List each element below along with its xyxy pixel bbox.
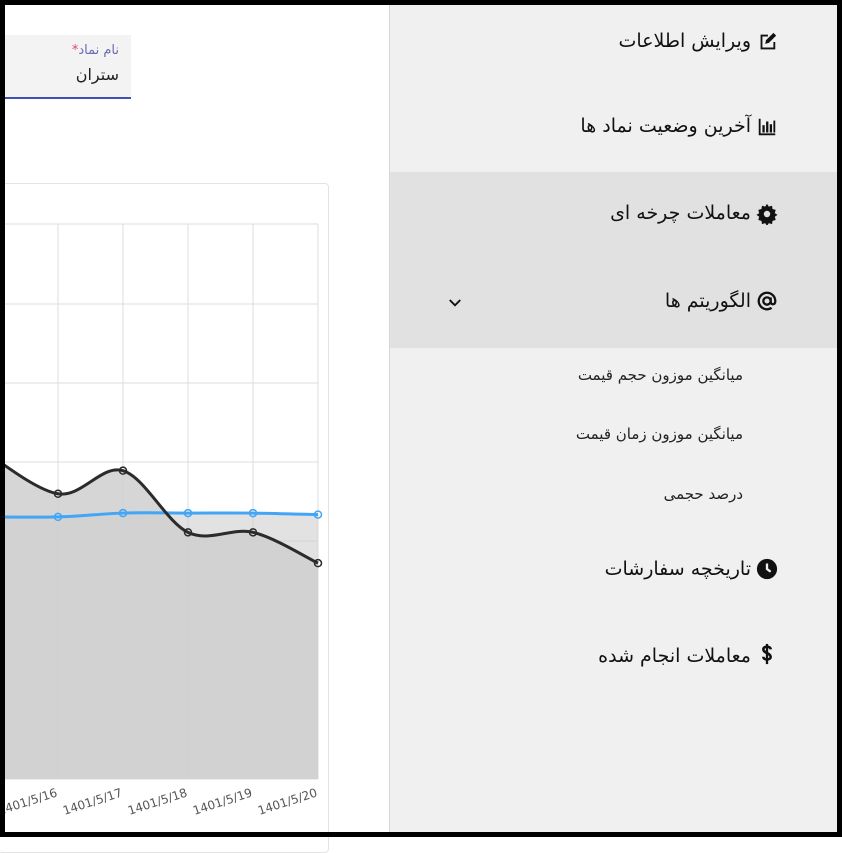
sidebar-item-label: آخرین وضعیت نماد ها — [580, 115, 751, 137]
symbol-field-value[interactable]: ستران — [75, 65, 119, 84]
sidebar-item-cyclic-trades[interactable]: معاملات چرخه ای — [390, 172, 842, 258]
price-point — [183, 528, 193, 537]
sidebar-item-label: معاملات چرخه ای — [610, 202, 751, 224]
sidebar-item-order-history[interactable]: تاریخچه سفارشات — [390, 526, 842, 612]
average-point — [53, 512, 63, 522]
dollar-icon — [756, 643, 778, 665]
average-line — [0, 511, 319, 519]
x-tick-label: 1401/5/18 — [126, 786, 189, 818]
price-point — [313, 558, 323, 568]
symbol-field-label: نام نماد* — [68, 43, 119, 58]
sidebar-item-label: الگوریتم ها — [664, 290, 751, 312]
price-point — [248, 528, 258, 537]
gear-icon — [756, 203, 778, 225]
field-label-text: نام نماد — [78, 43, 119, 58]
x-tick-label: 1401/5/20 — [256, 786, 319, 818]
clock-icon — [756, 558, 778, 580]
average-point — [118, 508, 128, 518]
sidebar: ویرایش اطلاعات آخرین وضعیت نماد ها معامل… — [389, 0, 842, 837]
edit-icon — [756, 31, 778, 53]
price-line — [0, 460, 319, 565]
price-point — [118, 466, 128, 475]
x-tick-label: 1401/5/17 — [61, 786, 124, 818]
chevron-down-icon[interactable] — [446, 294, 464, 312]
price-chart: 1401/5/16 1401/5/17 1401/5/18 1401/5/19 1401… — [0, 223, 323, 818]
price-point — [53, 489, 63, 499]
price-chart-card: 1401/5/16 1401/5/17 1401/5/18 1401/5/19 1401… — [0, 183, 329, 853]
at-sign-icon — [756, 290, 778, 312]
sidebar-item-symbol-status[interactable]: آخرین وضعیت نماد ها — [390, 86, 842, 172]
x-tick-label: 1401/5/19 — [191, 786, 254, 818]
sidebar-item-algorithms[interactable]: الگوریتم ها — [390, 258, 842, 348]
sidebar-item-completed-trades[interactable]: معاملات انجام شده — [390, 612, 842, 698]
sub-item-label: درصد حجمی — [663, 485, 743, 503]
average-point — [313, 510, 323, 519]
sidebar-item-label: معاملات انجام شده — [598, 645, 751, 667]
average-area — [0, 512, 318, 779]
sub-item-volume-percent[interactable]: درصد حجمی — [390, 467, 842, 525]
sidebar-item-label: ویرایش اطلاعات — [618, 30, 751, 52]
sub-item-label: میانگین موزون زمان قیمت — [575, 425, 743, 443]
sub-item-label: میانگین موزون حجم قیمت — [577, 366, 743, 384]
symbol-field[interactable]: نام نماد* ستران — [0, 35, 131, 99]
chart-icon — [756, 116, 778, 138]
sidebar-item-edit-info[interactable]: ویرایش اطلاعات — [390, 0, 842, 86]
sub-item-twap[interactable]: میانگین موزون زمان قیمت — [390, 407, 842, 465]
average-point — [183, 508, 193, 518]
average-point — [248, 508, 258, 518]
required-mark: * — [71, 43, 79, 58]
sub-item-vwap[interactable]: میانگین موزون حجم قیمت — [390, 348, 842, 406]
x-tick-label: 1401/5/16 — [0, 786, 59, 818]
sidebar-item-label: تاریخچه سفارشات — [604, 558, 751, 580]
